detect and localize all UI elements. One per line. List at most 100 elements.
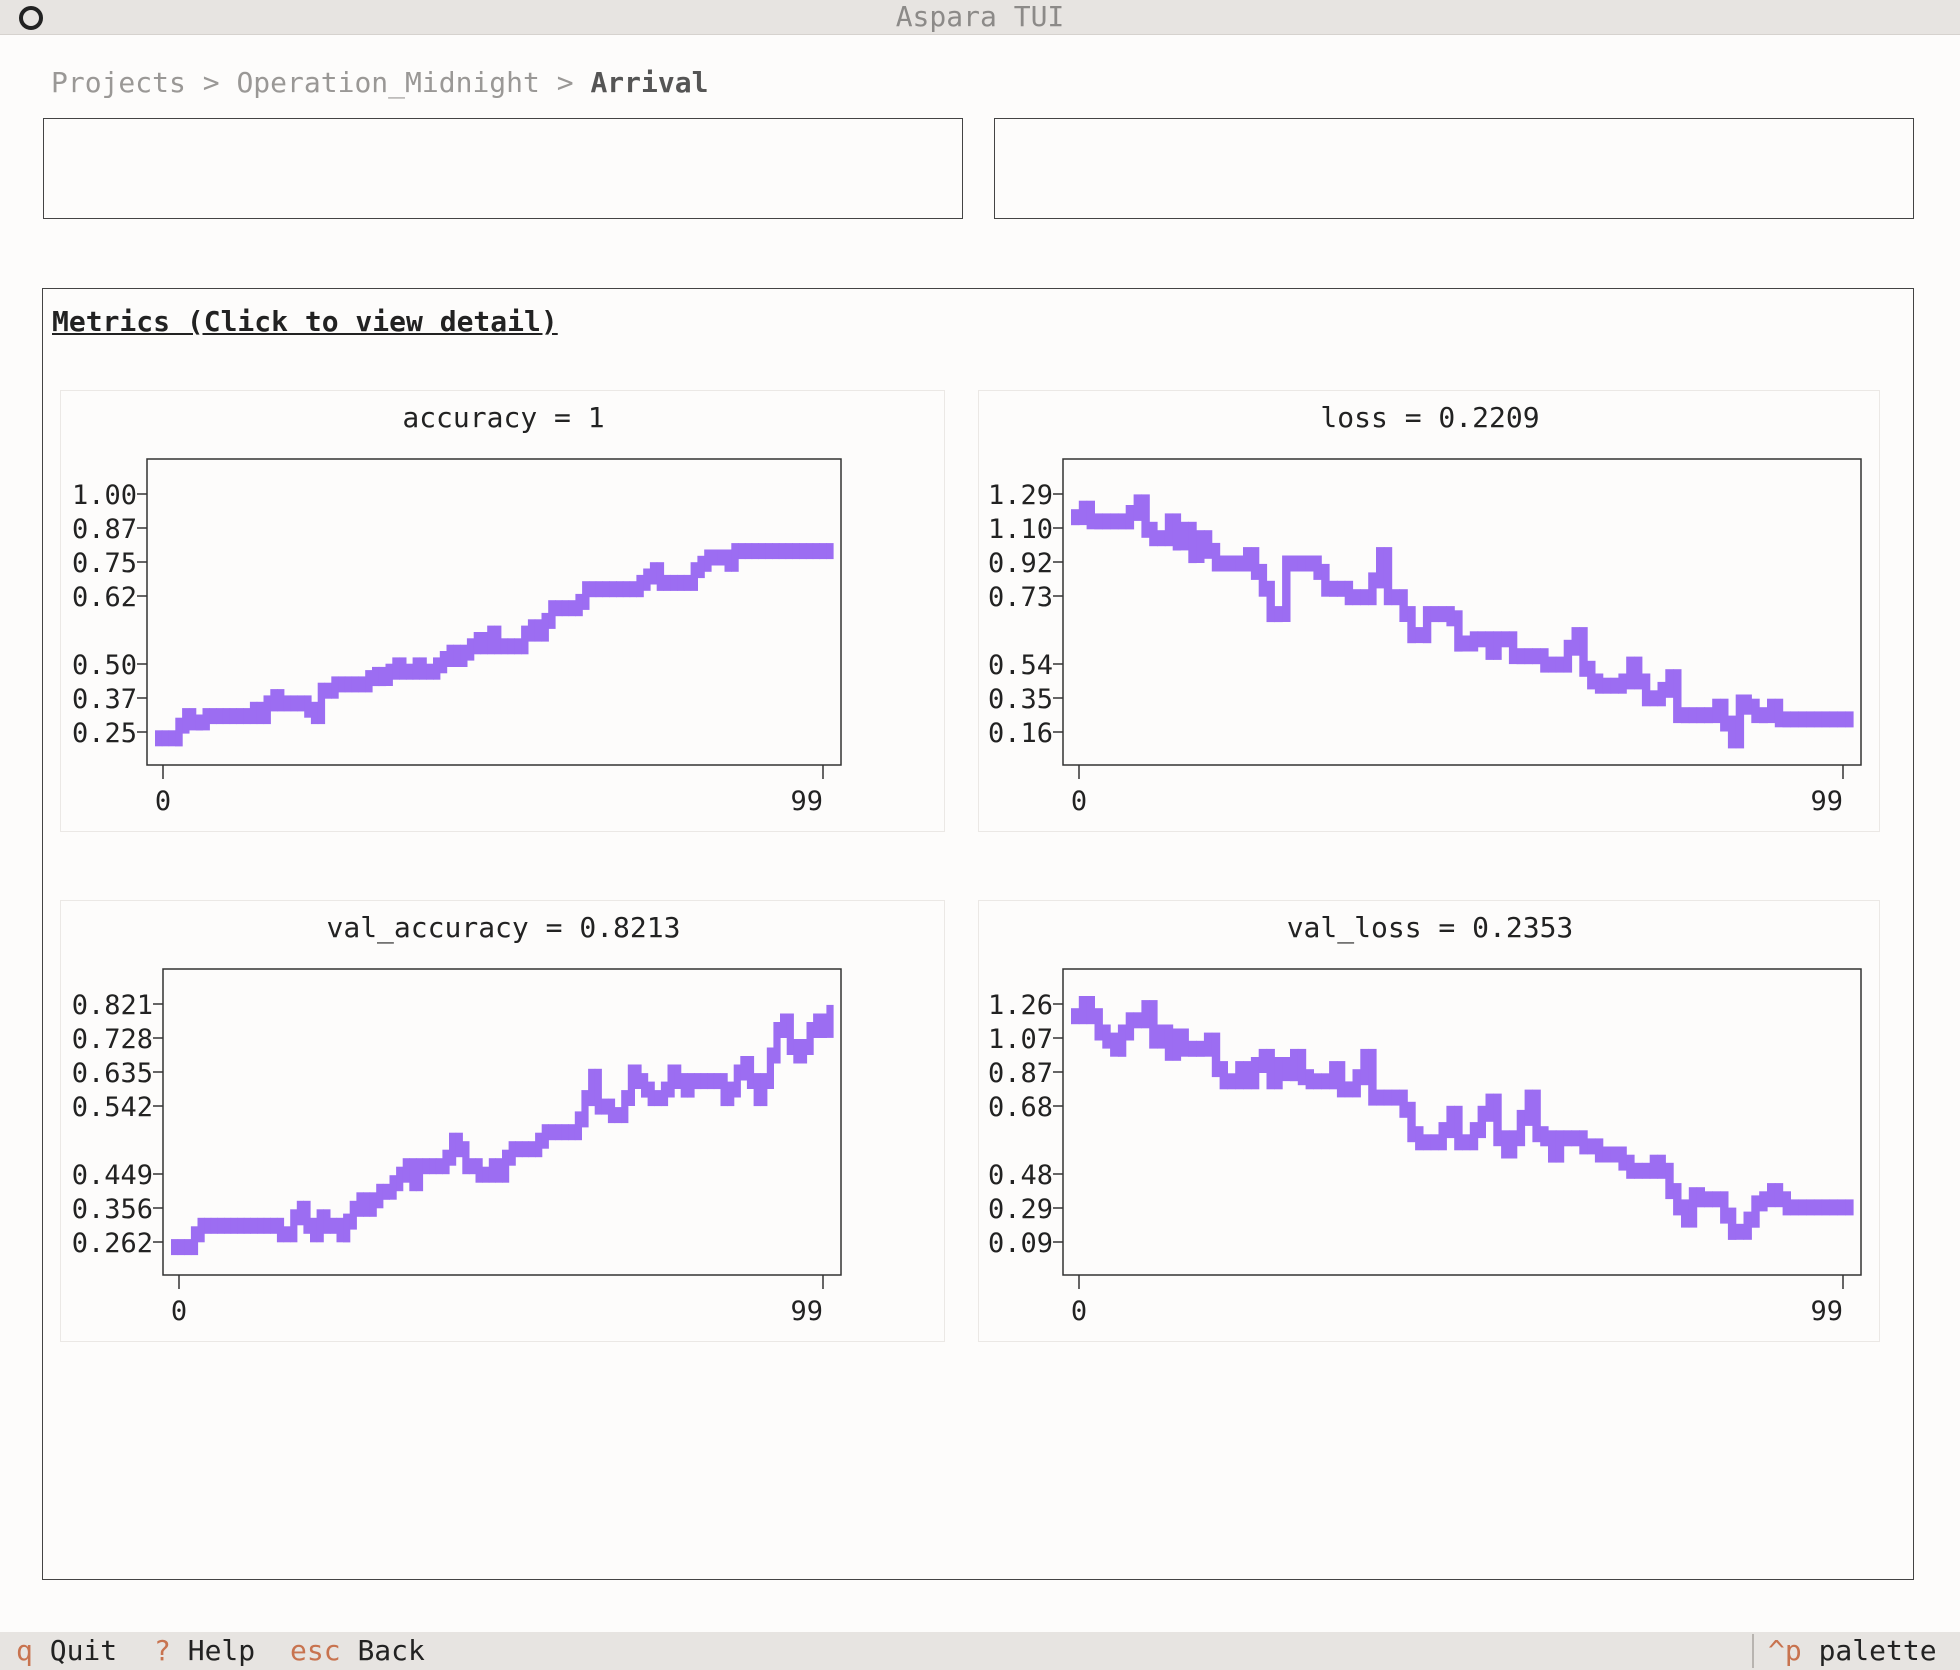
chart-point	[758, 543, 766, 560]
chart-point	[561, 1124, 569, 1141]
chart-point	[1501, 1130, 1510, 1159]
chart-point	[168, 730, 176, 747]
metric-card-loss[interactable]: loss = 0.2209 1.29 1.10 0.92 0.73 0.54 0.35 0.1…	[978, 390, 1880, 832]
chart-point	[1462, 1134, 1471, 1151]
chart-point	[1071, 509, 1080, 526]
help-label: Help	[187, 1634, 256, 1667]
chart-point	[1094, 1008, 1103, 1041]
chart-point	[1196, 1040, 1205, 1057]
chart-point	[1102, 1024, 1111, 1049]
chart-point	[378, 666, 387, 687]
chart-point	[480, 632, 488, 655]
y-tick-label: 1.00	[72, 480, 137, 511]
chart-point	[727, 1081, 735, 1107]
chart-point	[819, 543, 827, 560]
chart-point	[1657, 1154, 1666, 1179]
back-key: esc	[290, 1634, 341, 1667]
back-shortcut[interactable]: esc Back	[290, 1632, 425, 1670]
chart-point	[1548, 656, 1557, 673]
chart-point	[581, 1090, 589, 1128]
chart-point	[1196, 530, 1205, 563]
chart-point	[1219, 555, 1228, 572]
y-tick-label: 0.68	[988, 1092, 1053, 1123]
chart-point	[568, 600, 576, 617]
chart-point	[1157, 1024, 1166, 1049]
chart-point	[190, 1226, 199, 1256]
chart-point	[1446, 606, 1455, 627]
title-bar: Aspara TUI	[0, 0, 1960, 35]
chart-point	[1297, 1048, 1307, 1086]
chart-point	[249, 701, 258, 725]
chart-point	[1243, 1061, 1252, 1090]
chart-point	[257, 1217, 265, 1234]
chart-point	[415, 1158, 424, 1192]
chart-point	[680, 1073, 688, 1098]
y-tick-label: 0.356	[72, 1194, 153, 1225]
chart-point	[561, 600, 570, 617]
chart-point	[1383, 1089, 1393, 1106]
chart-point	[1133, 1012, 1142, 1029]
y-tick-label: 0.87	[72, 514, 137, 545]
plot-frame	[1062, 968, 1862, 1276]
metric-card-val-accuracy[interactable]: val_accuracy = 0.8213 0.821 0.728 0.635 0.54…	[60, 900, 945, 1342]
quit-shortcut[interactable]: q Quit	[16, 1632, 117, 1670]
chart-point	[1837, 711, 1846, 728]
chart-point	[634, 1064, 642, 1089]
metric-card-val-loss[interactable]: val_loss = 0.2353 1.26 1.07 0.87 0.68 0.48 0.2…	[978, 900, 1880, 1342]
chart-point	[588, 1068, 596, 1107]
chart-point	[731, 543, 739, 572]
chart-point	[1516, 1109, 1526, 1147]
chart-point	[667, 1064, 675, 1098]
chart-point	[582, 581, 590, 610]
window-menu-icon[interactable]	[19, 6, 43, 30]
chart-point	[487, 625, 495, 655]
chart-point	[720, 1073, 728, 1107]
chart-point	[1227, 555, 1236, 572]
chart-point	[1415, 1126, 1424, 1151]
chart-point	[1172, 1028, 1182, 1061]
chart-point	[1415, 627, 1424, 644]
chart-point	[1829, 711, 1838, 728]
chart-point	[1688, 1187, 1698, 1228]
chart-point	[446, 644, 454, 667]
chart-point	[1266, 580, 1275, 623]
chart-point	[595, 581, 604, 598]
chart-point	[358, 676, 366, 693]
chart-point	[555, 600, 563, 617]
y-tick-label: 1.10	[988, 514, 1053, 545]
chart-point	[1579, 627, 1588, 677]
palette-key: ^p	[1768, 1634, 1802, 1667]
y-tick-label: 0.62	[72, 582, 137, 613]
chart-point	[740, 1056, 748, 1081]
chart-point	[283, 695, 292, 712]
y-tick-label: 0.54	[988, 650, 1053, 681]
chart-point	[1626, 1154, 1635, 1179]
breadcrumb-projects[interactable]: Projects	[51, 66, 186, 99]
chart-point	[263, 1217, 271, 1234]
window-title: Aspara TUI	[895, 0, 1065, 33]
chart-point	[1211, 542, 1221, 572]
chart-point	[250, 1217, 258, 1234]
x-tick-label: 99	[790, 1296, 823, 1327]
chart-point	[1462, 635, 1471, 652]
chart-point	[277, 689, 285, 712]
help-shortcut[interactable]: ? Help	[154, 1632, 255, 1670]
chart-point	[528, 1141, 536, 1158]
chart-point	[331, 676, 339, 699]
chart-point	[494, 625, 502, 655]
chart-point	[786, 1013, 794, 1055]
chart-point	[372, 666, 380, 687]
chart-point	[188, 708, 197, 731]
chart-point	[1360, 589, 1369, 606]
chart-point	[1673, 1183, 1682, 1216]
chart-point	[1102, 513, 1111, 530]
palette-shortcut[interactable]: ^p palette	[1768, 1632, 1937, 1670]
chart-point	[1540, 1126, 1549, 1147]
chart-point	[535, 1132, 543, 1158]
metric-card-accuracy[interactable]: accuracy = 1 1.00 0.87 0.75 0.62 0.50 0.37 0.25…	[60, 390, 945, 832]
chart-point	[738, 543, 746, 560]
chart-point	[1258, 1048, 1268, 1073]
breadcrumb-project[interactable]: Operation_Midnight	[236, 66, 540, 99]
chart-point	[1727, 715, 1737, 749]
chart-point	[609, 581, 617, 598]
